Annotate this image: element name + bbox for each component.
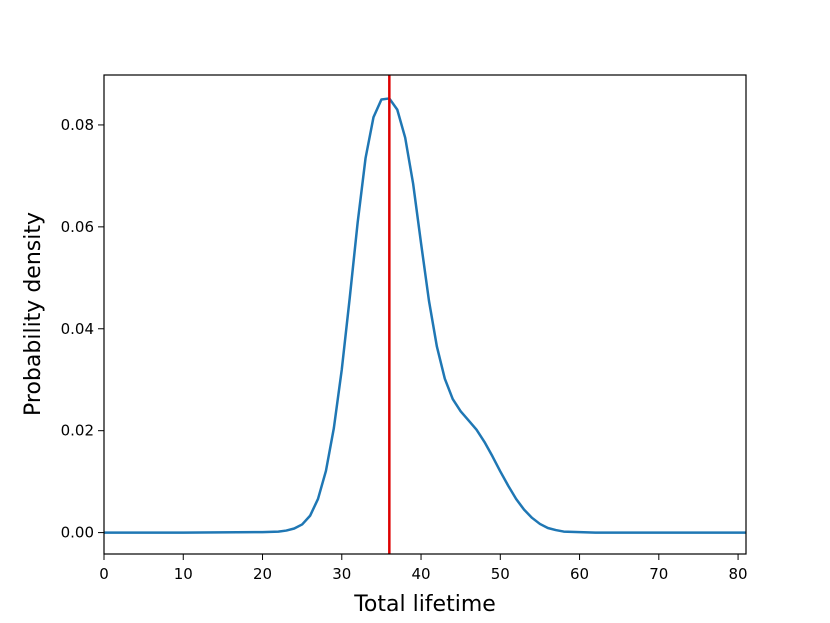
plot-frame (103, 74, 747, 555)
x-tick-label: 70 (649, 565, 668, 583)
y-tick-label: 0.00 (61, 524, 94, 542)
x-tick-label: 80 (729, 565, 748, 583)
y-axis-title: Probability density (21, 212, 46, 416)
x-axis: 0 10 20 30 40 50 60 70 80 (99, 554, 748, 583)
x-tick-label: 30 (332, 565, 351, 583)
x-tick-label: 50 (491, 565, 510, 583)
y-tick-label: 0.08 (61, 116, 94, 134)
y-tick-label: 0.04 (61, 320, 94, 338)
x-tick-label: 10 (174, 565, 193, 583)
x-tick-label: 20 (253, 565, 272, 583)
density-curve (104, 97, 746, 534)
y-tick-label: 0.06 (61, 218, 94, 236)
y-tick-label: 0.02 (61, 422, 94, 440)
x-axis-title: Total lifetime (353, 592, 496, 617)
x-tick-label: 60 (570, 565, 589, 583)
x-tick-label: 40 (411, 565, 430, 583)
y-axis: 0.00 0.02 0.04 0.06 0.08 (61, 116, 104, 542)
x-tick-label: 0 (99, 565, 109, 583)
